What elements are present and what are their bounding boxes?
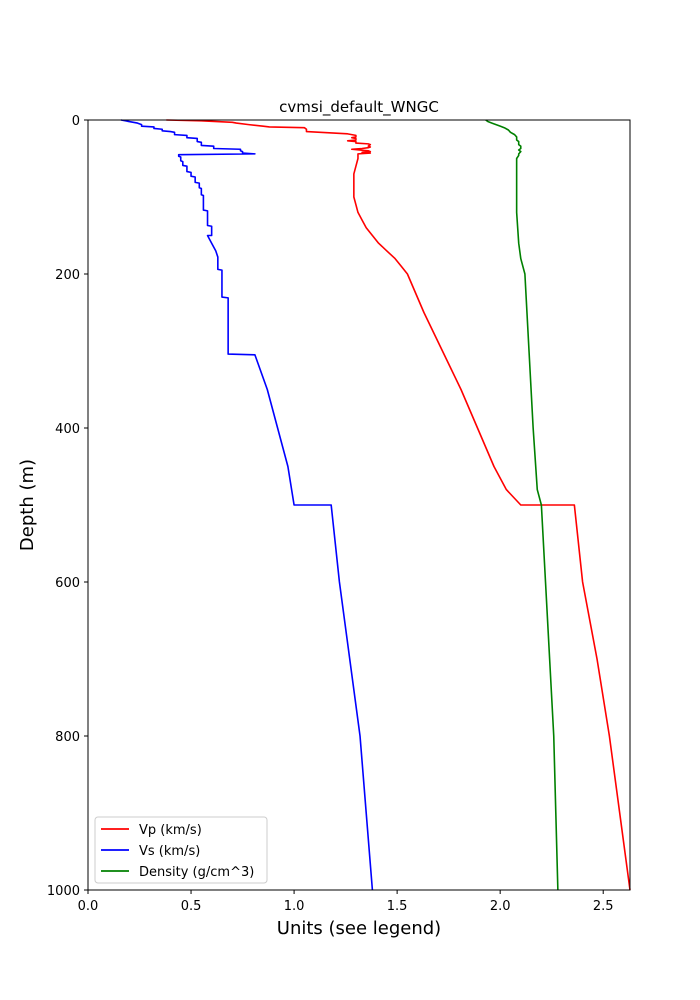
chart-title: cvmsi_default_WNGC — [279, 98, 439, 117]
y-axis-title: Depth (m) — [17, 459, 38, 551]
plot-frame — [87, 119, 631, 891]
legend-label: Vp (km/s) — [139, 823, 202, 838]
y-tick-label: 0 — [72, 114, 80, 129]
y-axis: 0 200 400 600 800 1000 — [47, 114, 88, 899]
x-tick-label: 2.5 — [593, 899, 614, 914]
series-line-0 — [166, 119, 631, 891]
x-tick-label: 2.0 — [490, 899, 511, 914]
x-tick-label: 1.5 — [387, 899, 408, 914]
x-tick-label: 1.0 — [284, 899, 305, 914]
x-axis: 0.0 0.5 1.0 1.5 2.0 2.5 — [78, 890, 614, 914]
y-tick-label: 800 — [55, 730, 80, 745]
legend: Vp (km/s) Vs (km/s) Density (g/cm^3) — [94, 816, 268, 884]
legend-label: Vs (km/s) — [139, 844, 200, 859]
legend-label: Density (g/cm^3) — [139, 865, 254, 880]
x-tick-label: 0.0 — [78, 899, 99, 914]
legend-box — [94, 816, 268, 884]
series-line-2 — [485, 119, 559, 891]
y-tick-label: 1000 — [47, 884, 80, 899]
y-tick-label: 200 — [55, 268, 80, 283]
x-axis-title: Units (see legend) — [277, 918, 441, 939]
x-tick-label: 0.5 — [181, 899, 202, 914]
y-tick-label: 600 — [55, 576, 80, 591]
y-tick-label: 400 — [55, 422, 80, 437]
series-line-1 — [120, 119, 374, 891]
plot-area — [120, 119, 631, 891]
